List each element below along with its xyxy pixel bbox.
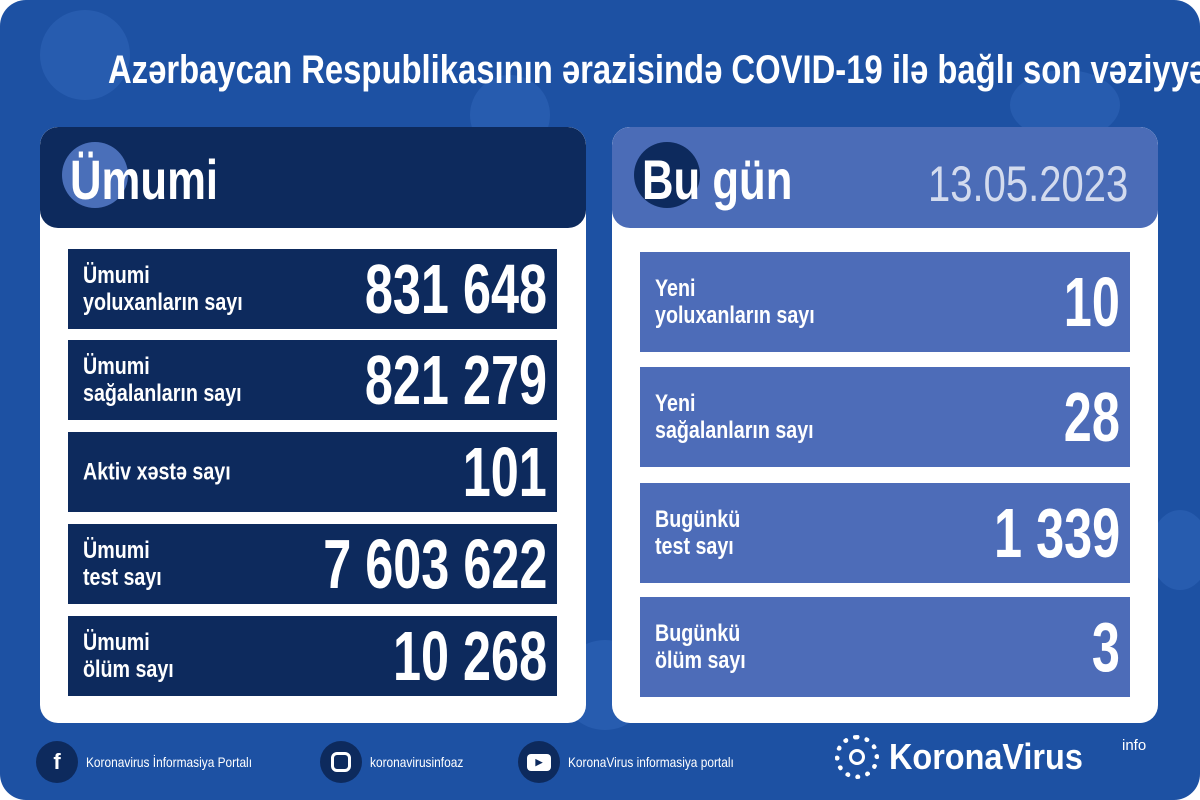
stat-label: Yeni sağalanların sayı (655, 390, 814, 444)
facebook-text: Koronavirus İnformasiya Portalı (86, 754, 253, 770)
stat-label: Ümumi ölüm sayı (83, 629, 174, 683)
stat-value: 10 268 (392, 617, 547, 695)
stat-label: Ümumi test sayı (83, 537, 162, 591)
brand-logo: KoronaVirus info (835, 735, 1146, 779)
stat-row: Ümumi ölüm sayı 10 268 (68, 616, 557, 696)
facebook-icon: f (36, 741, 78, 783)
instagram-link[interactable]: koronavirusinfoaz (320, 740, 480, 784)
date: 13.05.2023 (927, 156, 1128, 212)
stat-label: Aktiv xəstə sayı (83, 458, 231, 486)
sun-logo-icon (835, 735, 879, 779)
stat-row: Bugünkü ölüm sayı 3 (640, 597, 1130, 697)
stat-row: Aktiv xəstə sayı 101 (68, 432, 557, 512)
youtube-link[interactable]: ▶ KoronaVirus informasiya portalı (518, 740, 763, 784)
stat-label: Yeni yoluxanların sayı (655, 275, 815, 329)
stat-value: 1 339 (993, 494, 1120, 572)
stat-value: 10 (1063, 263, 1120, 341)
virus-decoration (1150, 510, 1200, 590)
stat-value: 821 279 (364, 341, 547, 419)
stat-value: 101 (462, 433, 547, 511)
footer: f Koronavirus İnformasiya Portalı korona… (0, 740, 1200, 784)
today-header: Bu gün 13.05.2023 (612, 127, 1158, 228)
today-heading: Bu gün (642, 148, 793, 211)
stat-value: 7 603 622 (322, 525, 547, 603)
stat-label: Ümumi sağalanların sayı (83, 353, 242, 407)
youtube-text: KoronaVirus informasiya portalı (568, 754, 734, 770)
virus-icon (62, 142, 128, 208)
virus-icon (634, 142, 700, 208)
total-panel: Ümumi Ümumi yoluxanların sayı 831 648 Ümu… (40, 127, 586, 723)
stat-row: Ümumi test sayı 7 603 622 (68, 524, 557, 604)
stat-row: Ümumi yoluxanların sayı 831 648 (68, 249, 557, 329)
stat-label: Bugünkü test sayı (655, 506, 741, 560)
stat-value: 831 648 (364, 250, 547, 328)
total-header: Ümumi (40, 127, 586, 228)
stat-row: Yeni sağalanların sayı 28 (640, 367, 1130, 467)
instagram-text: koronavirusinfoaz (370, 754, 464, 770)
stat-label: Bugünkü ölüm sayı (655, 620, 746, 674)
virus-decoration (40, 10, 130, 100)
stat-row: Bugünkü test sayı 1 339 (640, 483, 1130, 583)
stat-value: 28 (1063, 378, 1120, 456)
total-heading: Ümumi (70, 148, 219, 211)
stat-row: Yeni yoluxanların sayı 10 (640, 252, 1130, 352)
stat-value: 3 (1091, 608, 1120, 686)
facebook-link[interactable]: f Koronavirus İnformasiya Portalı (36, 740, 281, 784)
page-title: Azərbaycan Respublikasının ərazisində CO… (108, 48, 1200, 92)
stat-row: Ümumi sağalanların sayı 821 279 (68, 340, 557, 420)
brand-name: KoronaVirus (889, 736, 1083, 777)
youtube-icon: ▶ (518, 741, 560, 783)
stat-label: Ümumi yoluxanların sayı (83, 262, 243, 316)
today-panel: Bu gün 13.05.2023 Yeni yoluxanların sayı… (612, 127, 1158, 723)
brand-sup: info (1122, 737, 1147, 754)
instagram-icon (320, 741, 362, 783)
